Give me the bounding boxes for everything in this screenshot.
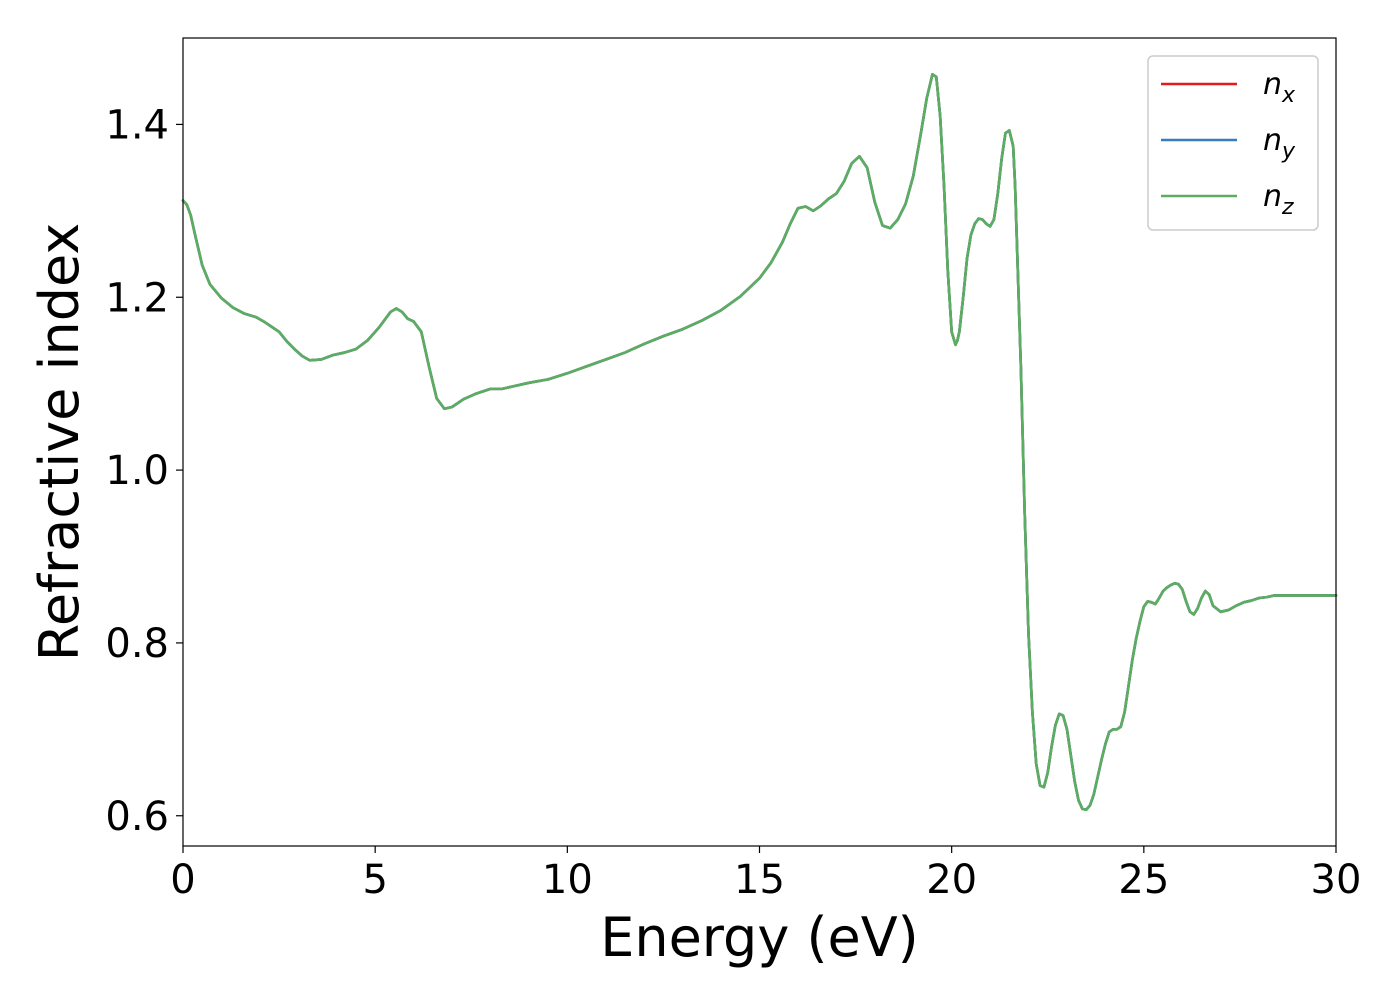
legend-label-nx: nx: [1263, 67, 1296, 108]
y-tick-label: 0.6: [105, 794, 169, 840]
y-axis-ticks: 0.6 0.8 1.0 1.2 1.4: [105, 102, 183, 840]
series-line-nz: [181, 73, 1338, 811]
y-tick-label: 0.8: [105, 621, 169, 667]
y-tick-label: 1.2: [105, 275, 169, 321]
legend-box: [1147, 55, 1319, 231]
legend-subscript: z: [1281, 195, 1294, 220]
series-layer: [181, 73, 1338, 811]
y-tick-label: 1.0: [105, 448, 169, 494]
x-tick-label: 20: [926, 857, 977, 903]
legend-subscript: x: [1281, 83, 1296, 108]
x-tick-label: 30: [1311, 857, 1362, 903]
legend-label-ny: ny: [1263, 123, 1296, 164]
x-axis-ticks: 0 5 10 15 20 25 30: [170, 846, 1361, 903]
x-tick-label: 25: [1118, 857, 1169, 903]
legend-subscript: y: [1281, 139, 1296, 164]
x-tick-label: 0: [170, 857, 195, 903]
y-axis-title: Refractive index: [28, 223, 91, 662]
y-tick-label: 1.4: [105, 102, 169, 148]
x-axis-title: Energy (eV): [600, 906, 919, 969]
x-tick-label: 10: [542, 857, 593, 903]
x-tick-label: 15: [734, 857, 785, 903]
x-tick-label: 5: [362, 857, 387, 903]
